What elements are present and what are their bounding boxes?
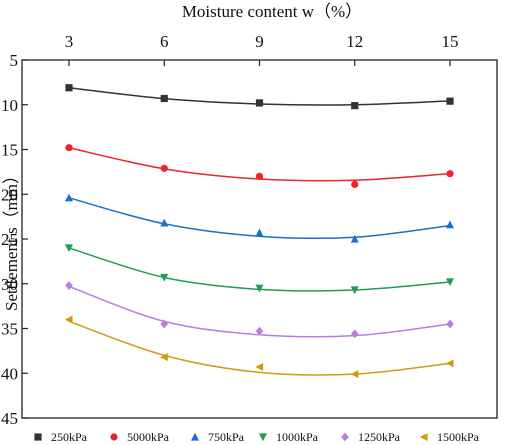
legend-label: 250kPa — [51, 430, 88, 444]
legend-label: 1000kPa — [276, 430, 319, 444]
x-tick-label: 3 — [65, 32, 74, 51]
legend-marker-5000kPa — [110, 433, 118, 441]
data-point-1250kPa — [65, 281, 73, 290]
data-point-250kPa — [160, 94, 168, 103]
data-point-250kPa — [351, 102, 359, 110]
y-axis-ticks: 5 10 15 20 25 30 35 40 45 — [1, 51, 28, 428]
y-axis-title: Settlement s（mm） — [2, 167, 21, 311]
y-tick-label: 40 — [1, 364, 18, 383]
data-point-5000kPa — [351, 180, 359, 189]
data-point-5000kPa — [255, 172, 264, 180]
data-point-5000kPa — [65, 144, 73, 152]
data-point-250kPa — [255, 99, 264, 107]
data-point-1500kPa — [64, 315, 73, 324]
x-tick-label: 12 — [346, 32, 363, 51]
data-point-750kPa — [255, 228, 264, 237]
y-tick-label: 35 — [1, 320, 18, 339]
x-tick-label: 9 — [255, 32, 264, 51]
legend-marker-1250kPa — [341, 432, 349, 442]
legend-label: 750kPa — [208, 430, 245, 444]
legend-marker-750kPa — [191, 432, 199, 441]
y-tick-label: 25 — [1, 230, 18, 249]
data-point-750kPa — [350, 234, 359, 243]
x-tick-label: 15 — [442, 32, 459, 51]
data-point-1250kPa — [350, 329, 359, 339]
fit-curve-1500kPa — [68, 320, 451, 376]
data-point-250kPa — [65, 84, 73, 92]
data-point-1500kPa — [350, 370, 359, 379]
data-point-5000kPa — [160, 164, 168, 172]
data-markers — [64, 84, 454, 379]
x-tick-label: 6 — [160, 32, 169, 51]
plot-frame — [21, 59, 498, 419]
x-axis-ticks: 3 6 9 12 15 — [65, 32, 459, 66]
data-point-1250kPa — [255, 326, 264, 336]
data-point-750kPa — [160, 218, 169, 227]
data-point-1500kPa — [255, 362, 264, 371]
y-tick-label: 20 — [1, 185, 18, 204]
data-point-1000kPa — [65, 244, 73, 253]
data-point-750kPa — [65, 193, 73, 202]
legend-label: 5000kPa — [127, 430, 170, 444]
y-tick-label: 45 — [1, 409, 18, 428]
y-tick-label: 30 — [1, 275, 18, 294]
data-point-1000kPa — [255, 284, 264, 293]
y-tick-label: 15 — [1, 141, 18, 160]
legend-marker-250kPa — [34, 433, 42, 441]
fit-curve-1000kPa — [68, 247, 451, 292]
data-point-250kPa — [446, 97, 454, 105]
data-point-1250kPa — [446, 319, 454, 329]
legend-marker-1500kPa — [419, 433, 428, 441]
y-tick-label: 10 — [1, 96, 18, 115]
data-point-1500kPa — [445, 359, 454, 368]
data-point-1000kPa — [350, 286, 359, 295]
data-point-1000kPa — [446, 278, 454, 287]
legend: 250kPa 5000kPa 750kPa 1000kPa 1250kPa 1500kPa — [34, 430, 480, 444]
x-axis-title: Moisture content w（%） — [182, 2, 362, 21]
legend-marker-1000kPa — [259, 433, 267, 442]
data-point-750kPa — [446, 220, 454, 229]
legend-label: 1250kPa — [358, 430, 401, 444]
legend-label: 1500kPa — [437, 430, 480, 444]
data-point-5000kPa — [446, 170, 454, 178]
data-point-1500kPa — [160, 353, 168, 362]
data-point-1000kPa — [160, 273, 169, 282]
data-point-1250kPa — [160, 319, 169, 329]
y-tick-label: 5 — [10, 51, 19, 70]
